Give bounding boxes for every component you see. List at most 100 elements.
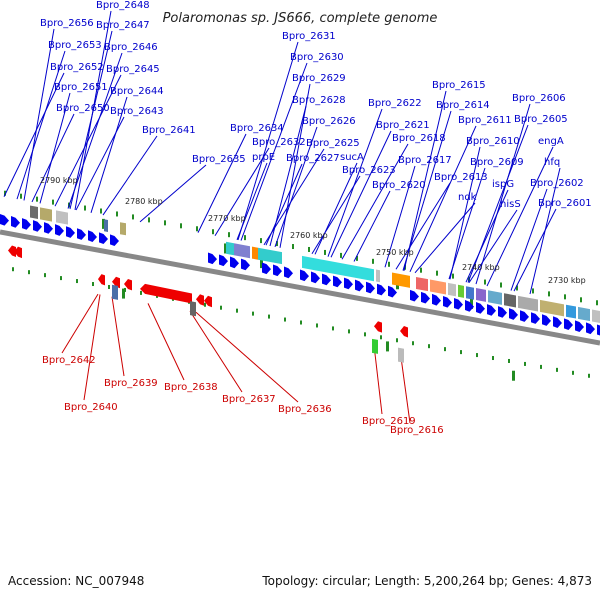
label-bpro-2621: Bpro_2621 bbox=[376, 120, 430, 131]
tick-mark bbox=[452, 273, 454, 279]
feature-box bbox=[476, 288, 486, 302]
reverse-gene bbox=[14, 246, 22, 259]
reverse-gene bbox=[204, 295, 212, 308]
tick-mark bbox=[224, 243, 227, 254]
label-bpro-2602: Bpro_2602 bbox=[530, 178, 584, 189]
connector-line bbox=[39, 92, 71, 204]
forward-gene bbox=[597, 324, 600, 336]
tick-mark bbox=[284, 317, 286, 322]
connector-line bbox=[314, 162, 358, 255]
label-bpro-2622: Bpro_2622 bbox=[368, 98, 422, 109]
connector-line bbox=[327, 108, 383, 257]
tick-mark bbox=[444, 347, 446, 352]
tick-mark bbox=[252, 311, 254, 316]
forward-gene bbox=[421, 291, 430, 304]
feature-box bbox=[112, 284, 118, 300]
genes bbox=[0, 205, 600, 363]
reverse-gene bbox=[374, 321, 382, 333]
feature-box bbox=[448, 282, 456, 297]
forward-gene bbox=[66, 226, 75, 238]
reverse-gene bbox=[112, 276, 120, 289]
connector-line bbox=[16, 50, 66, 200]
feature-box bbox=[518, 295, 538, 312]
connector-line bbox=[102, 135, 158, 216]
label-bpro-2601: Bpro_2601 bbox=[538, 198, 592, 209]
feature-box bbox=[372, 338, 378, 354]
tick-mark bbox=[484, 279, 486, 285]
tick-mark bbox=[220, 305, 222, 310]
forward-gene bbox=[22, 218, 31, 230]
tick-mark bbox=[36, 196, 38, 202]
connector-line bbox=[139, 164, 207, 223]
reverse-gene bbox=[98, 274, 105, 286]
connector-line bbox=[69, 30, 113, 210]
label-bpro-2630: Bpro_2630 bbox=[290, 52, 344, 63]
label-bpro-2614: Bpro_2614 bbox=[436, 100, 490, 111]
feature-box bbox=[258, 247, 282, 265]
label-bpro-2610: Bpro_2610 bbox=[466, 136, 520, 147]
feature-box bbox=[466, 286, 474, 300]
forward-gene bbox=[241, 258, 250, 271]
tick-mark bbox=[460, 350, 462, 355]
label-bpro-2648: Bpro_2648 bbox=[96, 0, 150, 11]
forward-gene bbox=[432, 293, 441, 306]
label-bpro-2640: Bpro_2640 bbox=[64, 402, 118, 413]
label-bpro-2656: Bpro_2656 bbox=[40, 18, 94, 29]
tick-mark bbox=[524, 361, 526, 366]
tick-mark bbox=[492, 356, 494, 361]
ruler-label: 2780 kbp bbox=[125, 197, 163, 206]
tick-mark bbox=[292, 244, 294, 250]
kbp-ruler: 2790 kbp 2780 kbp 2770 kbp 2760 kbp 2750 kbp… bbox=[40, 176, 586, 285]
label-bpro-2606: Bpro_2606 bbox=[512, 93, 566, 104]
feature-box bbox=[104, 219, 108, 232]
feature-box bbox=[578, 306, 590, 322]
tick-mark bbox=[348, 329, 350, 334]
forward-gene bbox=[55, 224, 64, 236]
forward-gene bbox=[487, 304, 496, 316]
feature-box bbox=[416, 276, 428, 292]
feature-box bbox=[392, 272, 410, 288]
feature-box bbox=[190, 301, 196, 317]
tick-mark bbox=[140, 290, 142, 295]
connector-line bbox=[311, 175, 361, 254]
connector-line bbox=[468, 209, 518, 284]
label-bpro-2629: Bpro_2629 bbox=[292, 73, 346, 84]
forward-gene bbox=[465, 300, 474, 312]
forward-gene bbox=[454, 297, 463, 310]
tick-mark bbox=[556, 367, 558, 372]
label-ndk: ndk bbox=[458, 192, 477, 203]
feature-box bbox=[376, 269, 380, 283]
tick-mark bbox=[268, 314, 270, 319]
reverse-gene bbox=[400, 326, 408, 338]
label-bpro-2618: Bpro_2618 bbox=[392, 133, 446, 144]
connector-line bbox=[147, 303, 185, 381]
feature-box bbox=[430, 279, 446, 295]
reverse-gene bbox=[196, 294, 204, 306]
ruler-label: 2790 kbp bbox=[40, 176, 78, 185]
label-bpro-2617: Bpro_2617 bbox=[398, 155, 452, 166]
connector-line bbox=[510, 188, 548, 291]
tick-mark bbox=[476, 353, 478, 358]
label-bpro-2616: Bpro_2616 bbox=[390, 425, 444, 436]
label-bpro-2625: Bpro_2625 bbox=[306, 138, 360, 149]
feature-box bbox=[540, 299, 564, 317]
tick-mark bbox=[324, 249, 326, 255]
feature-box bbox=[234, 243, 250, 259]
connector-line bbox=[75, 116, 125, 211]
tick-mark bbox=[244, 235, 246, 241]
tick-mark bbox=[532, 288, 534, 294]
label-bpro-2647: Bpro_2647 bbox=[96, 20, 150, 31]
feature-box bbox=[566, 304, 576, 319]
forward-gene bbox=[77, 228, 86, 240]
label-bpro-2609: Bpro_2609 bbox=[470, 157, 524, 168]
tick-mark bbox=[356, 255, 358, 261]
connector-line bbox=[409, 125, 477, 273]
forward-gene bbox=[410, 289, 419, 302]
connector-line bbox=[3, 72, 65, 197]
label-enga: engA bbox=[538, 136, 564, 147]
feature-box bbox=[302, 255, 318, 271]
topology-text: Topology: circular; Length: 5,200,264 bp… bbox=[262, 574, 592, 588]
tick-mark bbox=[436, 270, 438, 276]
forward-gene bbox=[219, 254, 228, 267]
